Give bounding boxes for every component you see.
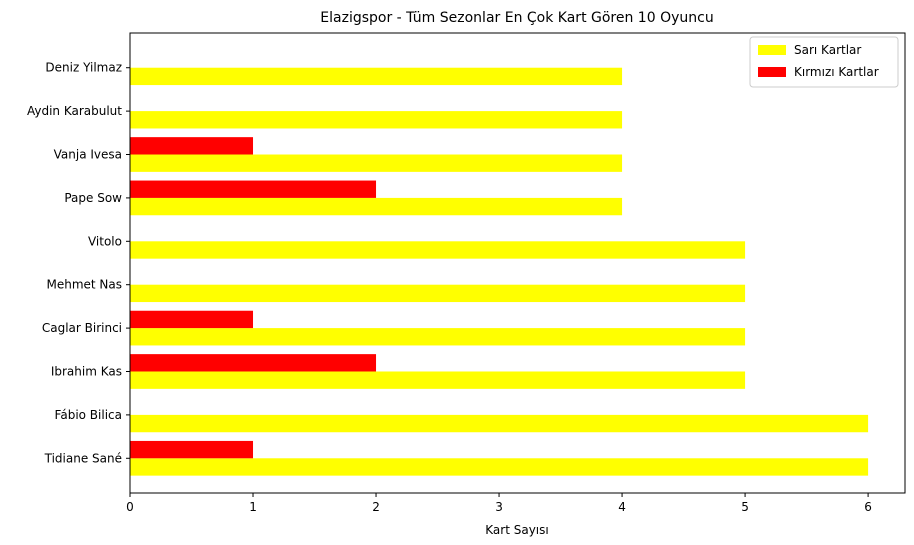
x-tick-label-4: 4 xyxy=(618,500,626,514)
y-tick-label-8: Aydin Karabulut xyxy=(27,104,122,118)
y-tick-label-9: Deniz Yilmaz xyxy=(45,61,122,75)
plot-frame xyxy=(129,32,906,494)
x-tick-label-2: 2 xyxy=(372,500,380,514)
y-tick-label-3: Caglar Birinci xyxy=(42,321,122,335)
yellow-card-bar-0 xyxy=(130,458,869,476)
bars-group xyxy=(130,67,869,476)
y-tick-label-2: Ibrahim Kas xyxy=(51,364,122,378)
x-axis-ticks: 0 1 2 3 4 5 6 xyxy=(126,493,872,514)
y-tick-label-4: Mehmet Nas xyxy=(46,278,122,292)
x-axis-label: Kart Sayısı xyxy=(485,523,548,537)
yellow-card-bar-7 xyxy=(130,154,623,172)
legend-swatch-1 xyxy=(758,67,786,77)
legend: Sarı Kartlar Kırmızı Kartlar xyxy=(749,36,899,88)
chart-title: Elazigspor - Tüm Sezonlar En Çok Kart Gö… xyxy=(320,10,713,26)
yellow-card-bar-8 xyxy=(130,111,623,129)
legend-swatch-0 xyxy=(758,45,786,55)
yellow-card-bar-2 xyxy=(130,371,746,389)
red-card-bar-3 xyxy=(130,310,254,329)
y-tick-label-1: Fábio Bilica xyxy=(55,408,122,422)
legend-label-1: Kırmızı Kartlar xyxy=(794,65,879,79)
red-card-bar-2 xyxy=(130,354,377,372)
x-tick-label-0: 0 xyxy=(126,500,134,514)
red-card-bar-6 xyxy=(130,180,377,198)
y-axis-ticks: Tidiane Sané Fábio Bilica Ibrahim Kas Cagla… xyxy=(27,61,130,465)
legend-label-0: Sarı Kartlar xyxy=(794,43,861,57)
y-tick-label-5: Vitolo xyxy=(88,234,122,248)
yellow-card-bar-9 xyxy=(130,67,623,86)
yellow-card-bar-1 xyxy=(130,414,869,433)
legend-box xyxy=(749,36,899,88)
y-tick-label-0: Tidiane Sané xyxy=(44,451,122,465)
x-tick-label-6: 6 xyxy=(864,500,872,514)
x-tick-label-5: 5 xyxy=(741,500,749,514)
yellow-card-bar-3 xyxy=(130,328,746,346)
x-tick-label-3: 3 xyxy=(495,500,503,514)
y-tick-label-6: Pape Sow xyxy=(64,191,122,205)
yellow-card-bar-6 xyxy=(130,197,623,216)
yellow-card-bar-5 xyxy=(130,241,746,259)
red-card-bar-7 xyxy=(130,137,254,155)
red-card-bar-0 xyxy=(130,440,254,459)
y-tick-label-7: Vanja Ivesa xyxy=(54,148,122,162)
yellow-card-bar-4 xyxy=(130,284,746,303)
x-tick-label-1: 1 xyxy=(249,500,257,514)
